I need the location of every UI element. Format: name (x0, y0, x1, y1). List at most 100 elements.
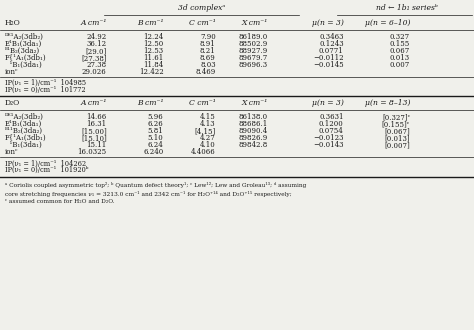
Text: 5.81: 5.81 (148, 127, 164, 135)
Text: μ(n = 8–13): μ(n = 8–13) (365, 99, 410, 107)
Text: 0.013: 0.013 (390, 54, 410, 62)
Text: [4.15]: [4.15] (194, 127, 216, 135)
Text: 16.31: 16.31 (87, 120, 107, 128)
Text: 0.155: 0.155 (390, 40, 410, 48)
Text: ᴰᴱ¹A₂(3db₂): ᴰᴱ¹A₂(3db₂) (5, 113, 44, 121)
Text: X cm⁻¹: X cm⁻¹ (242, 19, 268, 27)
Text: −0.0123: −0.0123 (313, 134, 344, 142)
Text: [0.007]: [0.007] (384, 141, 410, 149)
Text: 6.26: 6.26 (148, 120, 164, 128)
Text: 89679.7: 89679.7 (238, 54, 268, 62)
Text: ᶜ assumed common for H₂O and D₂O.: ᶜ assumed common for H₂O and D₂O. (5, 199, 114, 205)
Text: F{¹A₁(3db₁): F{¹A₁(3db₁) (5, 54, 46, 62)
Text: F{¹A₁(3db₁): F{¹A₁(3db₁) (5, 134, 46, 142)
Text: 0.1200: 0.1200 (319, 120, 344, 128)
Text: [29.0]: [29.0] (85, 47, 107, 55)
Text: 6.24: 6.24 (148, 141, 164, 149)
Text: 4.4066: 4.4066 (191, 148, 216, 156)
Text: H₂O: H₂O (5, 19, 20, 27)
Text: 4.13: 4.13 (200, 120, 216, 128)
Text: 12.24: 12.24 (143, 33, 164, 41)
Text: −0.0112: −0.0112 (313, 54, 344, 62)
Text: 0.3631: 0.3631 (319, 113, 344, 121)
Text: nd ← 1b₁ seriesᵇ: nd ← 1b₁ seriesᵇ (375, 4, 438, 12)
Text: 8.69: 8.69 (200, 54, 216, 62)
Text: 0.0754: 0.0754 (319, 127, 344, 135)
Text: 89696.3: 89696.3 (239, 61, 268, 69)
Text: 88927.9: 88927.9 (238, 47, 268, 55)
Text: [27.38]: [27.38] (81, 54, 107, 62)
Text: ᴱ¹B₂(3da₂): ᴱ¹B₂(3da₂) (5, 47, 40, 55)
Text: A cm⁻¹: A cm⁻¹ (80, 19, 107, 27)
Text: IP(ν₁ = 1)/cm⁻¹  104985: IP(ν₁ = 1)/cm⁻¹ 104985 (5, 79, 86, 87)
Text: 0.007: 0.007 (390, 61, 410, 69)
Text: core stretching frequencies ν₁ = 3213.0 cm⁻¹ and 2342 cm⁻¹ for H₂O⁺¹⁴ and D₂O⁺¹⁵: core stretching frequencies ν₁ = 3213.0 … (5, 191, 292, 197)
Text: E¹B₁(3da₁): E¹B₁(3da₁) (5, 120, 42, 128)
Text: 88686.1: 88686.1 (238, 120, 268, 128)
Text: μ(n = 3): μ(n = 3) (312, 99, 344, 107)
Text: [0.013]: [0.013] (384, 134, 410, 142)
Text: IP(ν₁ = 0)/cm⁻¹  101772: IP(ν₁ = 0)/cm⁻¹ 101772 (5, 86, 85, 94)
Text: 24.92: 24.92 (86, 33, 107, 41)
Text: 12.422: 12.422 (139, 68, 164, 76)
Text: [0.327]ᶜ: [0.327]ᶜ (382, 113, 410, 121)
Text: X cm⁻¹: X cm⁻¹ (242, 99, 268, 107)
Text: 0.327: 0.327 (390, 33, 410, 41)
Text: ᴱ¹¹B₂(3da₂): ᴱ¹¹B₂(3da₂) (5, 127, 43, 135)
Text: [0.155]ᶜ: [0.155]ᶜ (382, 120, 410, 128)
Text: −0.0143: −0.0143 (313, 141, 344, 149)
Text: [15.10]: [15.10] (81, 134, 107, 142)
Text: ¹B₁(3da₁): ¹B₁(3da₁) (5, 61, 42, 69)
Text: B cm⁻¹: B cm⁻¹ (137, 19, 164, 27)
Text: 86138.0: 86138.0 (239, 113, 268, 121)
Text: 8.03: 8.03 (200, 61, 216, 69)
Text: 89826.9: 89826.9 (238, 134, 268, 142)
Text: μ(n = 6–10): μ(n = 6–10) (365, 19, 410, 27)
Text: 12.53: 12.53 (144, 47, 164, 55)
Text: IP(ν₁ = 1)/cm⁻¹  104262: IP(ν₁ = 1)/cm⁻¹ 104262 (5, 159, 86, 167)
Text: B cm⁻¹: B cm⁻¹ (137, 99, 164, 107)
Text: ionᶜ: ionᶜ (5, 148, 18, 156)
Text: 0.0771: 0.0771 (319, 47, 344, 55)
Text: 5.10: 5.10 (148, 134, 164, 142)
Text: D₂O: D₂O (5, 99, 20, 107)
Text: 4.15: 4.15 (200, 113, 216, 121)
Text: 88502.9: 88502.9 (238, 40, 268, 48)
Text: A cm⁻¹: A cm⁻¹ (80, 99, 107, 107)
Text: 4.10: 4.10 (200, 141, 216, 149)
Text: [15.00]: [15.00] (81, 127, 107, 135)
Text: E¹B₁(3da₁): E¹B₁(3da₁) (5, 40, 42, 48)
Text: ᴰᴱ¹A₂(3db₂): ᴰᴱ¹A₂(3db₂) (5, 33, 44, 41)
Text: ᵃ Coriolis coupled asymmetric top²; ᵇ Quantum defect theory¹; ᶜ Lew¹²; Lew and G: ᵃ Coriolis coupled asymmetric top²; ᵇ Qu… (5, 182, 306, 188)
Text: 11.84: 11.84 (143, 61, 164, 69)
Text: 0.067: 0.067 (390, 47, 410, 55)
Text: 14.66: 14.66 (86, 113, 107, 121)
Text: 89842.8: 89842.8 (238, 141, 268, 149)
Text: 86189.0: 86189.0 (238, 33, 268, 41)
Text: 8.21: 8.21 (200, 47, 216, 55)
Text: 12.50: 12.50 (143, 40, 164, 48)
Text: 29.026: 29.026 (82, 68, 107, 76)
Text: 89090.4: 89090.4 (238, 127, 268, 135)
Text: C cm⁻¹: C cm⁻¹ (189, 19, 216, 27)
Text: 4.27: 4.27 (200, 134, 216, 142)
Text: IP(ν₁ = 0)/cm⁻¹  101920ᵇ: IP(ν₁ = 0)/cm⁻¹ 101920ᵇ (5, 166, 88, 174)
Text: 5.96: 5.96 (148, 113, 164, 121)
Text: 3d complexᵃ: 3d complexᵃ (178, 4, 225, 12)
Text: μ(n = 3): μ(n = 3) (312, 19, 344, 27)
Text: −0.0145: −0.0145 (313, 61, 344, 69)
Text: 8.91: 8.91 (200, 40, 216, 48)
Text: 36.12: 36.12 (87, 40, 107, 48)
Text: 7.90: 7.90 (200, 33, 216, 41)
Text: 6.240: 6.240 (143, 148, 164, 156)
Text: 0.3463: 0.3463 (319, 33, 344, 41)
Text: 0.1243: 0.1243 (319, 40, 344, 48)
Text: 16.0325: 16.0325 (78, 148, 107, 156)
Text: [0.067]: [0.067] (384, 127, 410, 135)
Text: C cm⁻¹: C cm⁻¹ (189, 99, 216, 107)
Text: 8.469: 8.469 (195, 68, 216, 76)
Text: 11.61: 11.61 (143, 54, 164, 62)
Text: ¹B₁(3da₁): ¹B₁(3da₁) (5, 141, 42, 149)
Text: ionᶜ: ionᶜ (5, 68, 18, 76)
Text: 15.11: 15.11 (86, 141, 107, 149)
